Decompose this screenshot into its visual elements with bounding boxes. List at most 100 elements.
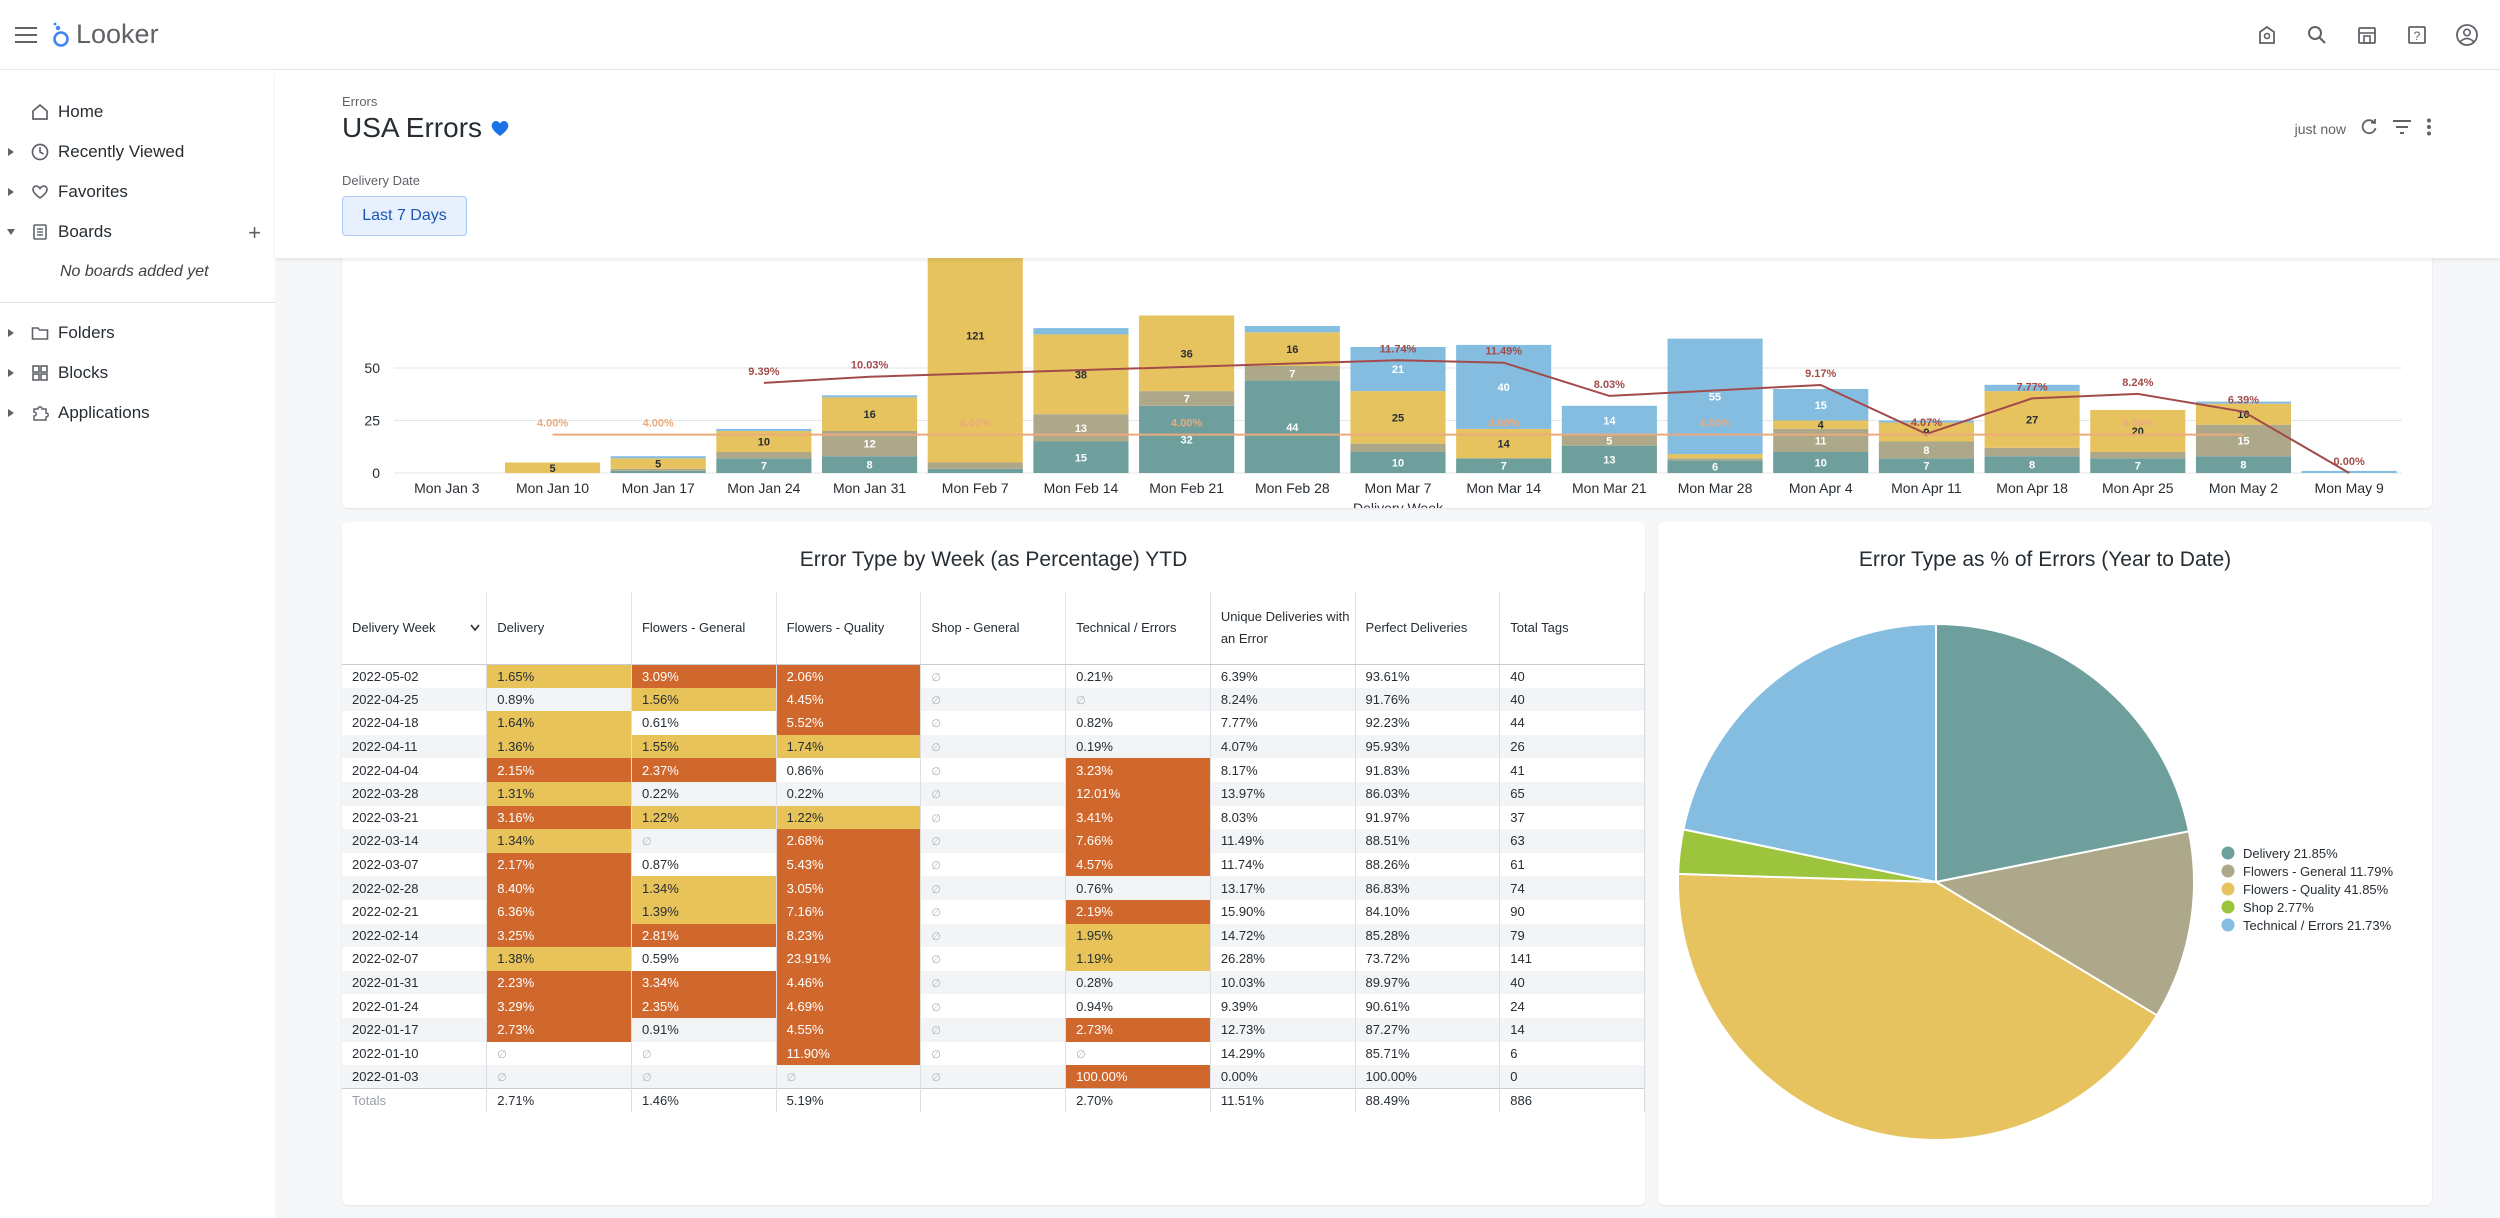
more-vert-icon[interactable]: [2426, 118, 2432, 139]
x-tick-label: Mon Apr 25: [2102, 480, 2174, 496]
bar-segment: [1773, 452, 1869, 473]
help-icon[interactable]: ?: [2398, 17, 2436, 53]
nav-recently-viewed-label: Recently Viewed: [58, 142, 185, 161]
bar-value-label: 6: [1712, 462, 1718, 474]
table-cell: 6.36%: [486, 899, 632, 924]
table-cell: 0: [1499, 1065, 1645, 1089]
table-header-cell[interactable]: Flowers - General: [631, 592, 777, 665]
table-cell: 2.81%: [631, 923, 777, 948]
table-cell: 7.66%: [1065, 829, 1211, 853]
nav-folders-label: Folders: [58, 323, 115, 342]
nav-home[interactable]: Home: [0, 92, 275, 132]
bar-segment: [504, 462, 601, 473]
totals-cell: 2.70%: [1065, 1088, 1211, 1113]
bar-segment: [1773, 420, 1869, 429]
nav-blocks[interactable]: Blocks: [0, 353, 275, 393]
error-type-table: Delivery Week Delivery Flowers - General Fl…: [342, 592, 1645, 1113]
table-header-cell[interactable]: Total Tags: [1499, 592, 1645, 665]
table-cell: 2.73%: [486, 1017, 632, 1042]
table-cell: 100.00%: [1065, 1065, 1211, 1089]
table-cell: 4.69%: [776, 994, 922, 1018]
table-header-cell[interactable]: Delivery: [486, 592, 632, 665]
refresh-icon[interactable]: [2360, 118, 2378, 139]
table-header-cell[interactable]: Unique Deliveries with an Error: [1210, 592, 1356, 665]
table-cell: 3.23%: [1065, 758, 1211, 782]
caret-right-icon[interactable]: [0, 187, 22, 197]
account-icon[interactable]: [2448, 17, 2486, 53]
bar-segment: [2090, 410, 2186, 452]
bar-value-label: 5: [1606, 435, 1612, 447]
table-cell: 40: [1499, 664, 1645, 688]
table-cell: 1.31%: [486, 781, 632, 806]
bar-segment: [610, 468, 706, 471]
totals-cell: 886: [1499, 1088, 1645, 1113]
table-cell: 87.27%: [1355, 1017, 1501, 1042]
caret-right-icon[interactable]: [0, 147, 22, 157]
nav-recently-viewed[interactable]: Recently Viewed: [0, 132, 275, 172]
table-cell: 0.76%: [1065, 876, 1211, 900]
table-header-cell[interactable]: Perfect Deliveries: [1355, 592, 1501, 665]
table-cell: 2022-01-10: [342, 1041, 488, 1066]
delivery-date-filter[interactable]: Last 7 Days: [342, 196, 467, 236]
breadcrumb[interactable]: Errors: [342, 94, 378, 109]
caret-right-icon[interactable]: [0, 408, 22, 418]
null-value: ∅: [931, 1001, 941, 1014]
nav-favorites[interactable]: Favorites: [0, 172, 275, 212]
whats-new-icon[interactable]: [2248, 17, 2286, 53]
x-tick-label: Mon Mar 21: [1572, 480, 1647, 496]
legend-label: Shop - General: [1700, 507, 1795, 508]
nav-applications[interactable]: Applications: [0, 393, 275, 433]
favorite-heart-icon[interactable]: [490, 112, 510, 144]
line-value-label: 4.00%: [643, 418, 674, 430]
table-cell: 2.68%: [776, 829, 922, 853]
table-cell: 84.10%: [1355, 899, 1501, 924]
nav-boards[interactable]: Boards +: [0, 212, 275, 252]
table-cell: 65: [1499, 781, 1645, 806]
add-board-icon[interactable]: +: [248, 220, 261, 245]
table-cell: 14: [1499, 1017, 1645, 1042]
bar-value-label: 13: [1075, 423, 1087, 435]
table-cell: ∅: [1065, 687, 1211, 712]
table-cell: 2.23%: [486, 970, 632, 995]
table-row: 2022-03-21 3.16% 1.22% 1.22% ∅ 3.41% 8.03% 91.9…: [342, 805, 1645, 830]
bar-segment: [2195, 401, 2292, 404]
table-cell: 3.25%: [486, 923, 632, 948]
looker-logo[interactable]: Looker: [52, 19, 159, 50]
table-header-cell[interactable]: Flowers - Quality: [776, 592, 922, 665]
null-value: ∅: [931, 812, 941, 825]
table-cell: ∅: [920, 687, 1067, 712]
totals-cell: 1.46%: [631, 1088, 777, 1113]
nav-folders[interactable]: Folders: [0, 313, 275, 353]
caret-down-icon[interactable]: [0, 228, 22, 236]
bar-segment: [1667, 460, 1763, 473]
table-cell: 1.64%: [486, 711, 632, 735]
bar-value-label: 55: [1709, 391, 1721, 403]
null-value: ∅: [786, 1072, 797, 1085]
bar-segment: [1667, 454, 1763, 459]
table-cell: 8.24%: [1210, 687, 1356, 712]
null-value: ∅: [931, 1025, 941, 1038]
caret-right-icon[interactable]: [0, 328, 22, 338]
bar-value-label: 7: [1289, 368, 1295, 380]
table-cell: 1.56%: [631, 687, 777, 712]
app-name: Looker: [76, 19, 159, 49]
table-cell: 79: [1499, 923, 1645, 948]
filter-icon[interactable]: [2392, 119, 2412, 138]
table-cell: ∅: [920, 734, 1067, 759]
null-value: ∅: [931, 671, 941, 684]
sort-chevron-icon[interactable]: [470, 617, 480, 639]
table-cell: 2022-01-31: [342, 970, 488, 995]
totals-cell: Totals: [342, 1088, 488, 1113]
table-cell: 2022-02-21: [342, 899, 488, 924]
table-header-cell[interactable]: Technical / Errors: [1065, 592, 1211, 665]
search-icon[interactable]: [2298, 17, 2336, 53]
menu-icon[interactable]: [0, 0, 52, 70]
table-cell: 88.51%: [1355, 829, 1501, 853]
marketplace-icon[interactable]: [2348, 17, 2386, 53]
table-header-cell[interactable]: Delivery Week: [342, 592, 488, 665]
table-cell: 2022-04-18: [342, 711, 488, 735]
table-header-cell[interactable]: Shop - General: [920, 592, 1067, 665]
caret-right-icon[interactable]: [0, 368, 22, 378]
table-cell: 85.28%: [1355, 923, 1501, 948]
table-cell: ∅: [776, 1065, 922, 1089]
